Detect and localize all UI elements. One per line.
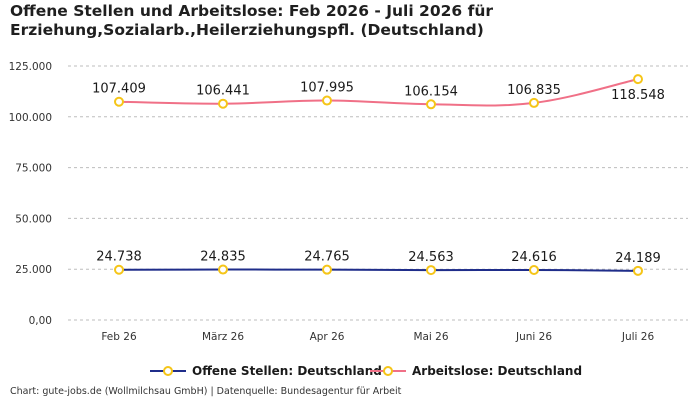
y-tick-label: 25.000 [15, 264, 52, 276]
y-tick-label: 125.000 [9, 61, 52, 73]
legend-item: Offene Stellen: Deutschland [150, 364, 382, 378]
grid-lines [68, 65, 688, 321]
data-point [218, 98, 228, 109]
series-arbeitslose: 107.409 106.441 107.995 106.154 106.835 118.5… [92, 74, 665, 110]
y-tick-label: 50.000 [15, 213, 52, 225]
x-tick-label: Mai 26 [413, 331, 448, 343]
x-tick-label: Juni 26 [515, 331, 552, 343]
data-label: 106.441 [196, 84, 250, 99]
data-label: 107.409 [92, 82, 146, 97]
legend-swatch-marker [163, 366, 173, 376]
data-point [426, 265, 436, 276]
data-label: 24.738 [96, 250, 142, 265]
x-tick-label: März 26 [202, 331, 244, 343]
y-tick-label: 75.000 [15, 163, 52, 175]
data-label: 106.835 [507, 83, 561, 98]
y-tick-label: 100.000 [9, 112, 52, 124]
data-label: 24.835 [200, 250, 246, 265]
series-line [118, 78, 639, 107]
data-point [426, 99, 436, 110]
x-tick-label: Feb 26 [101, 331, 137, 343]
data-label: 24.765 [304, 250, 350, 265]
data-label: 24.189 [615, 251, 661, 266]
series-offene-stellen: 24.738 24.835 24.765 24.563 24.616 24.189 [96, 250, 661, 276]
data-point [114, 264, 124, 275]
data-point [633, 74, 643, 85]
series-line [118, 268, 639, 272]
data-point [529, 97, 539, 108]
chart-footer: Chart: gute-jobs.de (Wollmilchsau GmbH) … [10, 386, 402, 397]
data-point [633, 265, 643, 276]
data-point [114, 96, 124, 107]
data-point [322, 95, 332, 106]
legend-swatch-marker [383, 366, 393, 376]
data-point [322, 264, 332, 275]
data-label: 24.616 [511, 250, 557, 265]
data-label: 24.563 [408, 250, 454, 265]
y-tick-label: 0,00 [29, 315, 52, 327]
data-label: 106.154 [404, 84, 458, 99]
data-label: 107.995 [300, 81, 354, 96]
x-tick-label: Juli 26 [621, 331, 655, 343]
legend-label: Offene Stellen: Deutschland [192, 364, 382, 378]
legend-item: Arbeitslose: Deutschland [370, 364, 582, 378]
data-label: 118.548 [611, 88, 665, 103]
series-group: 24.738 24.835 24.765 24.563 24.616 24.189 107.… [92, 74, 665, 276]
chart-title: Offene Stellen und Arbeitslose: Feb 2026… [10, 2, 494, 39]
x-tick-label: Apr 26 [310, 331, 345, 343]
x-axis: Feb 26 März 26 Apr 26 Mai 26 Juni 26 Juli 26 [101, 331, 654, 343]
data-point [218, 264, 228, 275]
legend: Offene Stellen: Deutschland Arbeitslose: … [150, 364, 582, 378]
legend-label: Arbeitslose: Deutschland [412, 364, 582, 378]
data-point [529, 264, 539, 275]
y-axis: 0,00 25.000 50.000 75.000 100.000 125.000 [9, 61, 52, 327]
